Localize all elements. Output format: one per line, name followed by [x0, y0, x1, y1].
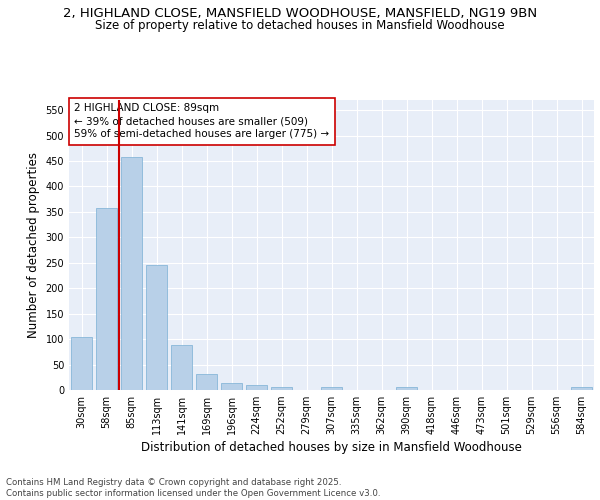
- Bar: [396, 388, 417, 390]
- Y-axis label: Number of detached properties: Number of detached properties: [27, 152, 40, 338]
- Text: Size of property relative to detached houses in Mansfield Woodhouse: Size of property relative to detached ho…: [95, 19, 505, 32]
- Bar: [246, 386, 267, 390]
- Bar: [146, 266, 167, 390]
- Text: 2, HIGHLAND CLOSE, MANSFIELD WOODHOUSE, MANSFIELD, NG19 9BN: 2, HIGHLAND CLOSE, MANSFIELD WOODHOUSE, …: [63, 8, 537, 20]
- Text: 2 HIGHLAND CLOSE: 89sqm
← 39% of detached houses are smaller (509)
59% of semi-d: 2 HIGHLAND CLOSE: 89sqm ← 39% of detache…: [74, 103, 329, 140]
- Bar: [96, 208, 117, 390]
- Bar: [221, 384, 242, 390]
- Bar: [571, 388, 592, 390]
- Bar: [321, 388, 342, 390]
- Bar: [71, 336, 92, 390]
- Bar: [171, 345, 192, 390]
- X-axis label: Distribution of detached houses by size in Mansfield Woodhouse: Distribution of detached houses by size …: [141, 442, 522, 454]
- Text: Contains HM Land Registry data © Crown copyright and database right 2025.
Contai: Contains HM Land Registry data © Crown c…: [6, 478, 380, 498]
- Bar: [196, 374, 217, 390]
- Bar: [271, 388, 292, 390]
- Bar: [121, 158, 142, 390]
